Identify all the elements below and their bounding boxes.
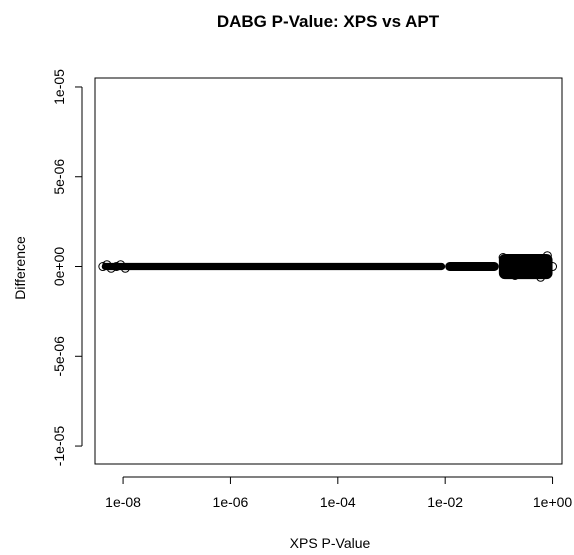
data-point-3 — [106, 263, 116, 273]
x-tick-label: 1e-02 — [427, 494, 463, 510]
data-points — [98, 251, 558, 282]
y-tick-label: -5e-06 — [51, 336, 67, 377]
data-point-1 — [98, 262, 108, 272]
y-tick-label: 5e-06 — [51, 159, 67, 195]
x-axis-title: XPS P-Value — [290, 535, 371, 551]
plot-frame — [94, 77, 563, 465]
data-bands — [101, 253, 553, 280]
chart-title: DABG P-Value: XPS vs APT — [217, 12, 440, 31]
x-tick-label: 1e-04 — [320, 494, 356, 510]
data-point-9 — [523, 254, 533, 264]
data-band-1 — [101, 262, 446, 271]
data-point-7 — [498, 253, 508, 263]
x-tick-label: 1e-08 — [105, 494, 141, 510]
y-axis-title: Difference — [12, 236, 28, 300]
y-axis: -1e-05 -5e-06 0e+00 5e-06 1e-05 — [51, 69, 83, 467]
data-point-11 — [542, 251, 552, 261]
data-point-10 — [536, 272, 546, 282]
x-tick-label: 1e+00 — [533, 494, 573, 510]
data-band-2 — [445, 262, 499, 271]
data-point-6 — [120, 263, 130, 273]
data-point-12 — [548, 262, 558, 272]
data-point-8 — [510, 270, 520, 280]
x-tick-label: 1e-06 — [213, 494, 249, 510]
y-tick-label: -1e-05 — [51, 426, 67, 467]
y-tick-label: 1e-05 — [51, 69, 67, 105]
y-tick-label: 0e+00 — [51, 247, 67, 287]
data-point-4 — [111, 262, 121, 272]
x-axis: 1e-08 1e-06 1e-04 1e-02 1e+00 — [105, 476, 573, 510]
